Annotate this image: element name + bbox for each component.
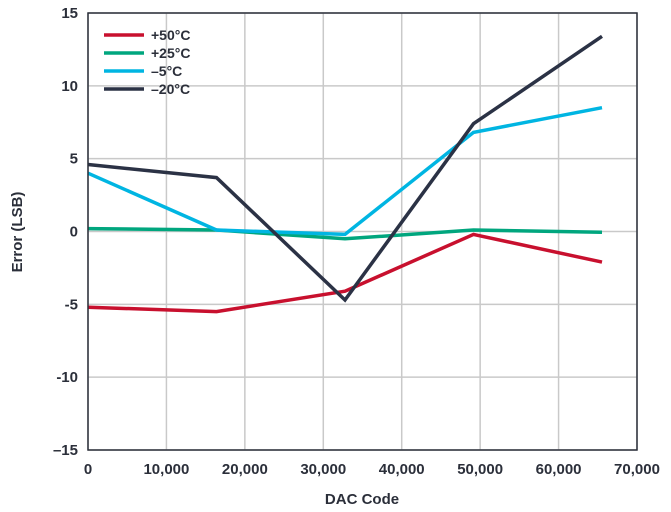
y-tick-label: –15 <box>53 442 78 459</box>
y-tick-label: 10 <box>61 78 78 95</box>
x-tick-label: 0 <box>84 461 92 478</box>
legend-label: –5°C <box>151 63 182 79</box>
legend-label: +25°C <box>151 45 190 61</box>
x-tick-label: 20,000 <box>222 461 268 478</box>
x-tick-label: 40,000 <box>379 461 425 478</box>
y-tick-label: -10 <box>56 369 78 386</box>
legend: +50°C +25°C –5°C –20°C <box>104 27 190 97</box>
x-tick-label: 30,000 <box>300 461 346 478</box>
series-lines <box>87 34 603 314</box>
x-axis-title: DAC Code <box>325 491 399 508</box>
y-tick-label: 5 <box>70 151 78 168</box>
plot-frame <box>87 12 638 451</box>
x-tick-label: 10,000 <box>143 461 189 478</box>
legend-label: –20°C <box>151 81 190 97</box>
y-tick-label: -5 <box>65 296 78 313</box>
series-line-3 <box>87 105 603 237</box>
y-tick-label: 15 <box>61 5 78 22</box>
x-tick-label: 70,000 <box>614 461 660 478</box>
y-tick-label: 0 <box>70 224 78 241</box>
y-axis-title: Error (LSB) <box>9 192 26 273</box>
series-line-1 <box>87 232 603 314</box>
x-tick-labels: 0 10,000 20,000 30,000 40,000 50,000 60,000 70,… <box>84 461 660 478</box>
legend-label: +50°C <box>151 27 190 43</box>
y-tick-labels: –15 -10 -5 0 5 10 15 <box>53 5 78 459</box>
series-line-4 <box>87 34 603 303</box>
series-line-2 <box>87 226 603 241</box>
x-tick-label: 50,000 <box>457 461 503 478</box>
x-tick-label: 60,000 <box>536 461 582 478</box>
